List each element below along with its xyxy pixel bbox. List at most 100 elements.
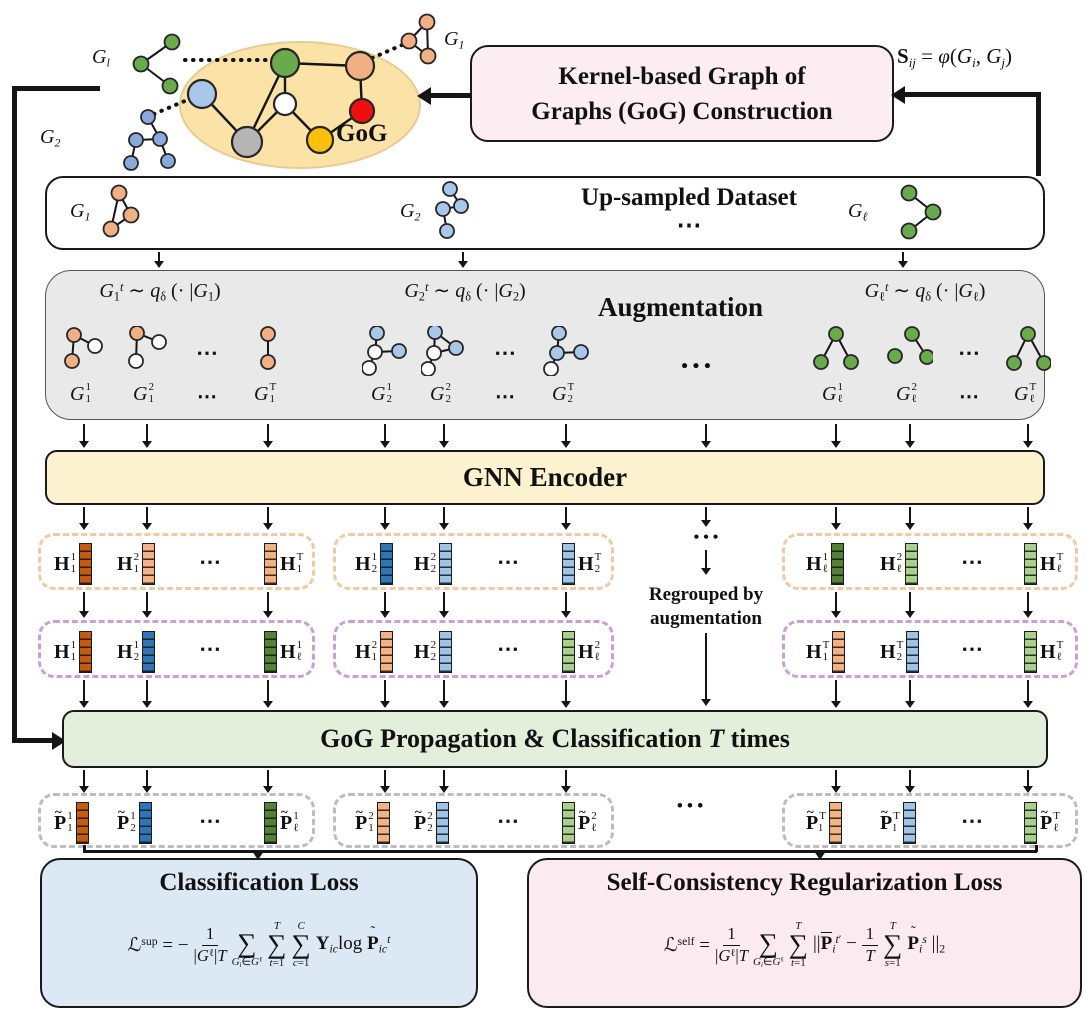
- classification-loss-formula: ℒsup = − 1 |Gℓ|T ∑ Gi∈Gℓ T ∑ t=1 C ∑ c=1 Yiclo…: [127, 920, 391, 969]
- augmented-label-dots: ⋯: [495, 386, 515, 408]
- sum-symbol: ∑: [758, 928, 778, 959]
- construction-to-gog-line: [430, 93, 472, 98]
- flow-arrow: [438, 424, 449, 448]
- loss-connector: [83, 845, 86, 852]
- similarity-formula: Sij = φ(Gi, Gj): [897, 44, 1012, 70]
- embedding-bar: [1024, 543, 1037, 585]
- ellipsis: ⋯: [497, 807, 519, 833]
- prediction-item: ~ P 2 2: [414, 801, 449, 845]
- embedding-bar: [562, 543, 575, 585]
- prediction-item: ~ P 1 2: [117, 801, 152, 845]
- flow-arrow: [1022, 507, 1033, 530]
- upsampled-g2-label: G2: [400, 200, 421, 224]
- feedback-line-top: [12, 86, 100, 91]
- flow-arrow: [262, 424, 273, 448]
- augmented-graph: [421, 326, 464, 376]
- embedding-bar: [439, 631, 453, 673]
- flow-arrow: [379, 424, 390, 448]
- embedding-bar: [562, 631, 575, 673]
- flow-arrow: [700, 424, 711, 448]
- gnn-encoder-box: GNN Encoder: [45, 450, 1045, 505]
- augmentation-formula-1: G1t ∼ qδ (· |G1): [99, 279, 221, 304]
- flow-arrow: [438, 592, 449, 618]
- gnn-encoder-title: GNN Encoder: [462, 462, 628, 492]
- flow-arrow: [560, 424, 571, 448]
- flow-arrow: [141, 592, 152, 618]
- augmented-label-dots: ⋯: [197, 386, 217, 408]
- graph-l-label: Gl: [92, 46, 110, 70]
- flow-arrow: [830, 507, 841, 530]
- prediction-bar: [828, 802, 842, 844]
- augmented-graph: [1006, 326, 1051, 371]
- flow-arrow: [153, 252, 164, 268]
- ellipsis: ⋯: [961, 807, 983, 833]
- flow-arrow: [78, 770, 89, 793]
- augmentation-title: Augmentation: [598, 292, 764, 322]
- flow-arrow: [438, 680, 449, 708]
- flow-arrow: [379, 507, 390, 530]
- augmented-graph-dots: ⋯: [494, 340, 516, 365]
- flow-arrow: [438, 507, 449, 530]
- flow-arrow: [904, 507, 915, 530]
- embedding-bar: [905, 543, 919, 585]
- flow-arrow: [830, 680, 841, 708]
- flow-arrow: [904, 592, 915, 618]
- prediction-bar: [902, 802, 916, 844]
- flow-arrow: [141, 680, 152, 708]
- upsampled-dots: ⋯: [676, 212, 702, 239]
- flow-arrow: [700, 550, 711, 575]
- classification-loss-box: Classification Loss ℒsup = − 1 |Gℓ|T ∑ Gi∈…: [40, 858, 478, 1008]
- augmented-graph: [128, 326, 167, 369]
- external-graph-nodes: [123, 13, 437, 171]
- self-consistency-loss-title: Self-Consistency Regularization Loss: [606, 869, 1003, 896]
- gog-node-red: [348, 97, 376, 125]
- embedding-bar: [264, 543, 277, 585]
- embedding-bar: [142, 543, 156, 585]
- flow-arrow: [1022, 770, 1033, 793]
- sum-symbol: ∑: [291, 929, 311, 960]
- loss-connector: [1035, 845, 1038, 852]
- flow-arrow: [560, 592, 571, 618]
- graph-2-label: G2: [40, 126, 61, 150]
- augmentation-formula-3: Gℓt ∼ qδ (· |Gℓ): [864, 279, 986, 304]
- flow-arrow: [830, 770, 841, 793]
- upsampled-g1-label: G1: [70, 200, 91, 224]
- augmentation-formula-2: G2t ∼ qδ (· |G2): [404, 279, 526, 304]
- upsampled-gl-label: Gℓ: [848, 200, 868, 224]
- self-consistency-loss-box: Self-Consistency Regularization Loss ℒse…: [527, 858, 1082, 1008]
- gog-propagation-title: GoG Propagation & Classification T times: [320, 724, 790, 753]
- middle-dots: • • •: [693, 529, 719, 546]
- sum-symbol: ∑: [237, 928, 257, 959]
- prediction-item: ~ P 2 1: [355, 801, 390, 845]
- flow-arrow: [78, 424, 89, 448]
- flow-arrow: [700, 507, 711, 527]
- regroup-note: Regrouped by augmentation: [648, 584, 764, 629]
- graph-1-label: G1: [444, 28, 465, 52]
- embedding-bar: [831, 543, 845, 585]
- gog-node-gray: [230, 125, 264, 159]
- feedback-line-bottom: [12, 738, 54, 743]
- flow-arrow: [262, 770, 273, 793]
- flow-arrow: [262, 592, 273, 618]
- flow-arrow: [379, 680, 390, 708]
- flow-arrow: [700, 633, 711, 706]
- gog-nodes: [186, 47, 376, 159]
- augmented-graph: [887, 326, 933, 365]
- flow-arrow: [897, 252, 908, 268]
- gog-node-white: [272, 91, 298, 117]
- ellipsis: ⋯: [497, 636, 519, 661]
- construction-arrowhead: [891, 85, 905, 104]
